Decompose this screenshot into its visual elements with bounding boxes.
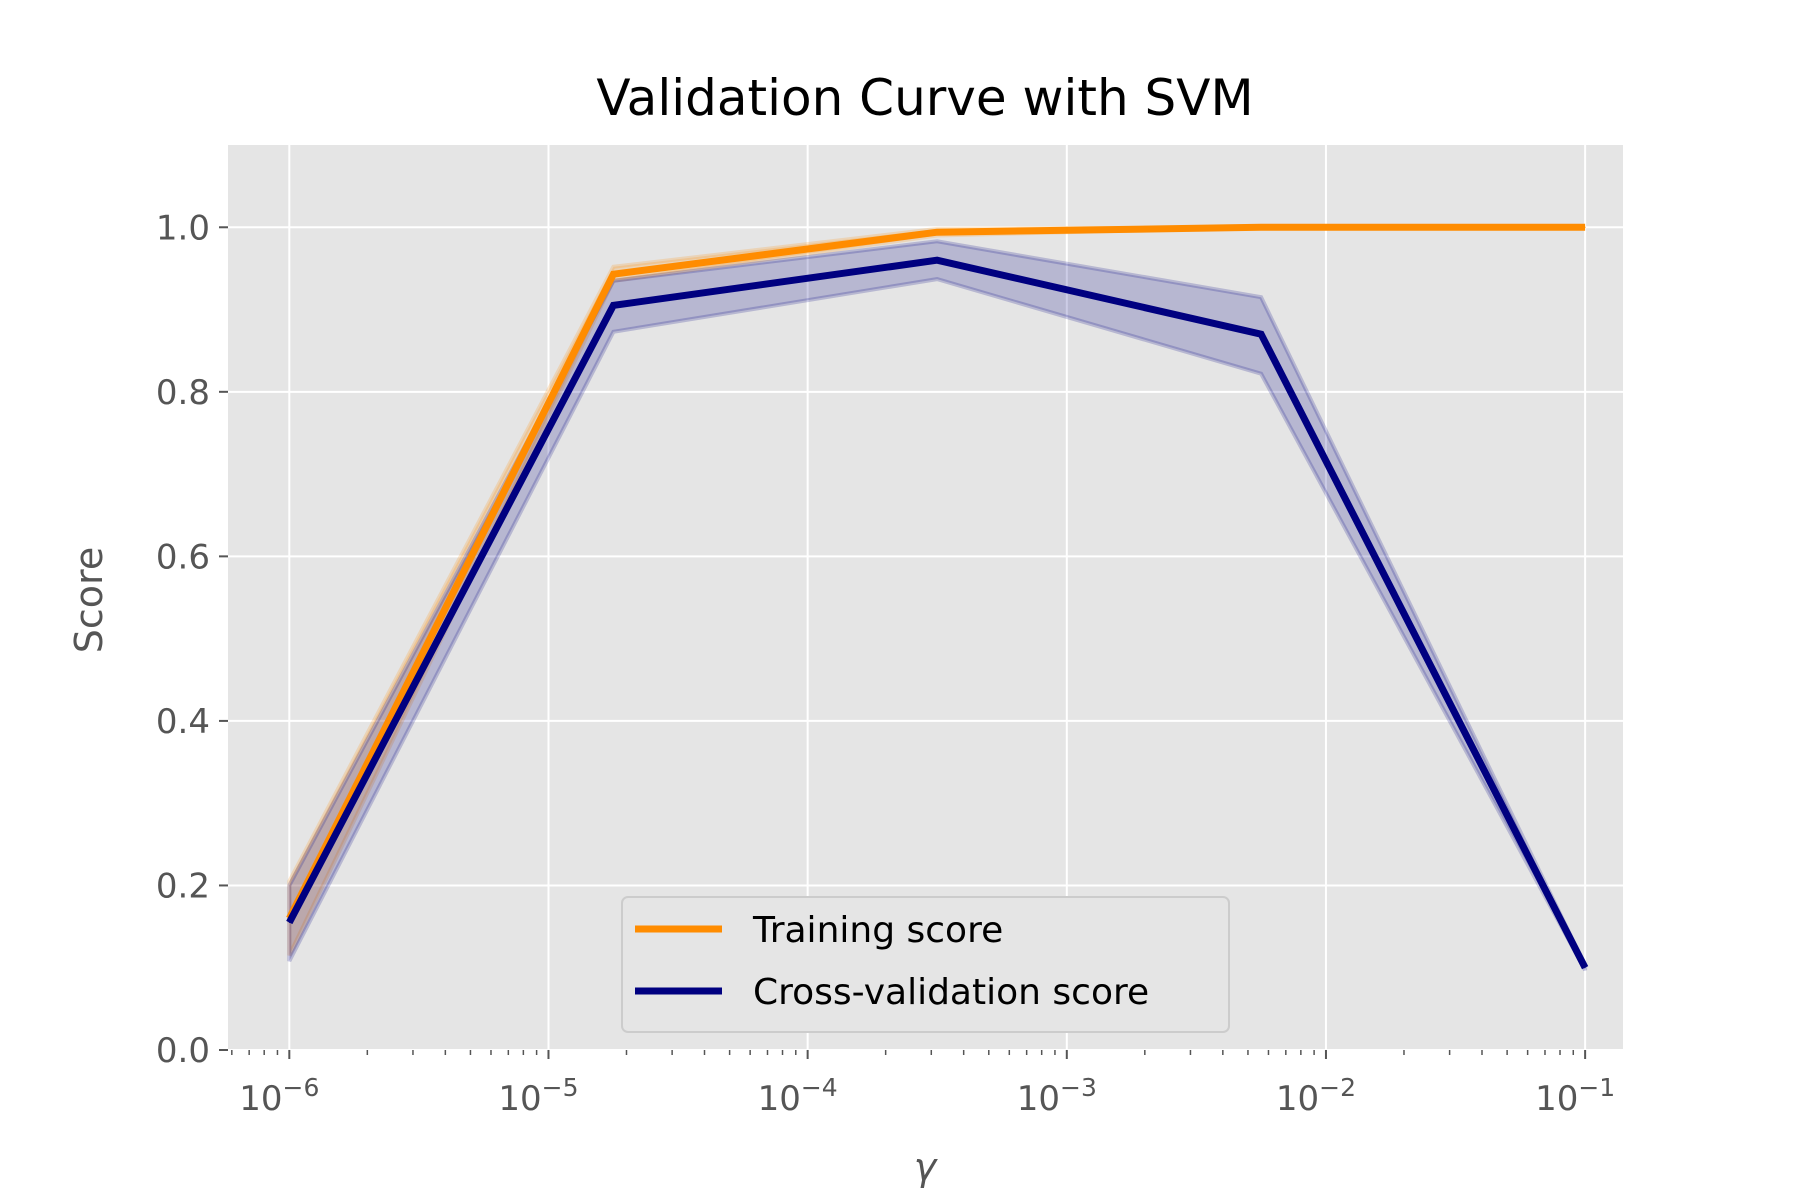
x-tick-label: 10−2 bbox=[1276, 1073, 1356, 1119]
data-point bbox=[1260, 226, 1262, 228]
y-tick-label: 0.0 bbox=[156, 1031, 210, 1071]
legend: Training score Cross-validation score bbox=[621, 896, 1230, 1033]
data-point bbox=[936, 259, 938, 261]
data-point bbox=[936, 231, 938, 233]
x-tick-label: 10−6 bbox=[239, 1073, 319, 1119]
series-lines bbox=[286, 223, 1589, 970]
data-point bbox=[288, 921, 290, 923]
x-tick-label: 10−1 bbox=[1535, 1073, 1615, 1119]
y-tick-label: 0.2 bbox=[156, 866, 210, 906]
y-tick-label: 0.4 bbox=[156, 702, 210, 742]
data-point bbox=[1584, 967, 1586, 969]
legend-label-cross-validation: Cross-validation score bbox=[753, 972, 1149, 1013]
chart-title: Validation Curve with SVM bbox=[596, 69, 1253, 127]
x-axis-ticks: 10−6 10−5 10−4 10−3 10−2 10−1 bbox=[231, 1050, 1615, 1119]
band-1 bbox=[287, 239, 1588, 972]
x-axis-label: γ bbox=[914, 1145, 939, 1189]
y-axis-ticks: 0.0 0.2 0.4 0.6 0.8 1.0 bbox=[156, 208, 228, 1071]
legend-box bbox=[621, 896, 1230, 1033]
y-tick-label: 0.8 bbox=[156, 373, 210, 413]
data-point bbox=[612, 304, 614, 306]
data-point bbox=[1260, 333, 1262, 335]
y-axis-label: Score bbox=[67, 547, 111, 653]
x-tick-label: 10−4 bbox=[758, 1073, 838, 1119]
y-tick-label: 1.0 bbox=[156, 208, 210, 248]
y-tick-label: 0.6 bbox=[156, 537, 210, 577]
x-tick-label: 10−5 bbox=[498, 1073, 578, 1119]
legend-label-training: Training score bbox=[752, 910, 1003, 951]
data-point bbox=[612, 273, 614, 275]
data-point bbox=[1584, 226, 1586, 228]
x-tick-label: 10−3 bbox=[1017, 1073, 1097, 1119]
